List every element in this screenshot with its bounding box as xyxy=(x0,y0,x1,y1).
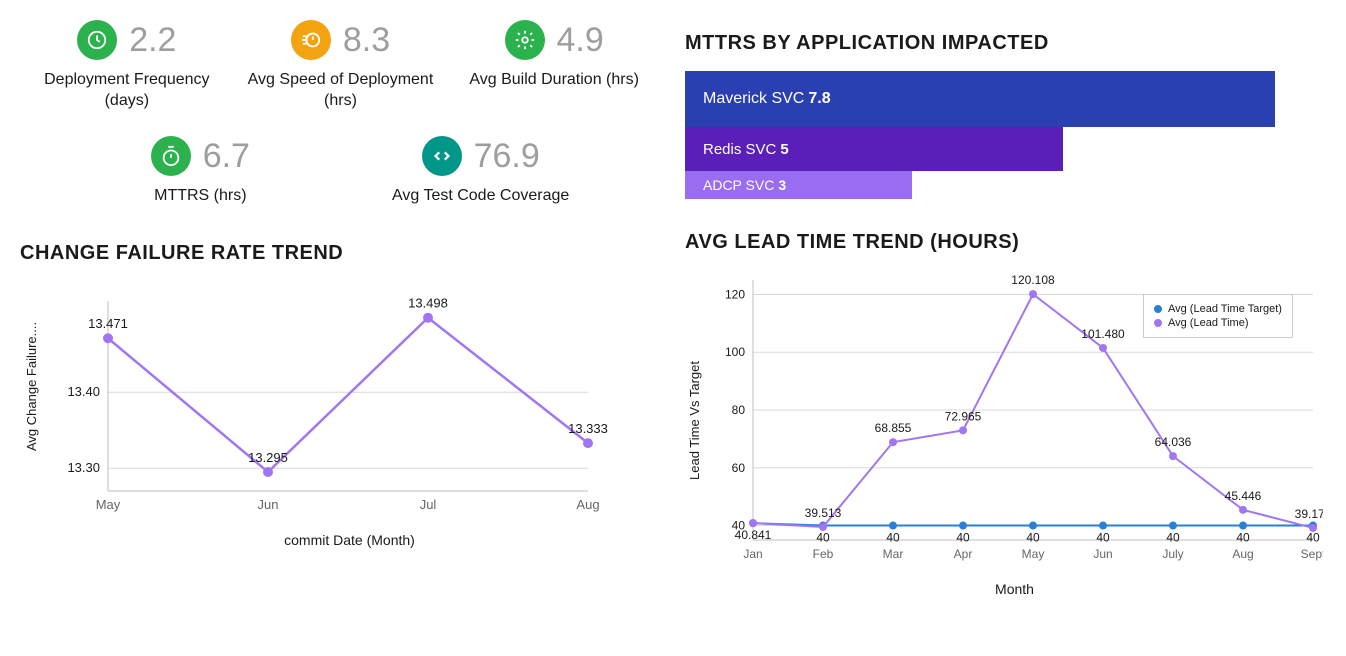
svg-text:13.333: 13.333 xyxy=(568,422,608,437)
svg-text:60: 60 xyxy=(732,461,746,475)
bar-label: Redis SVC xyxy=(703,141,776,158)
kpi-label: Avg Build Duration (hrs) xyxy=(469,70,639,91)
kpi-value: 8.3 xyxy=(343,23,390,57)
y-axis-label: Lead Time Vs Target xyxy=(687,361,702,480)
svg-text:40: 40 xyxy=(1306,531,1320,545)
svg-text:64.036: 64.036 xyxy=(1155,435,1192,449)
svg-text:40: 40 xyxy=(1236,531,1250,545)
svg-text:Sept: Sept xyxy=(1301,547,1323,561)
svg-text:100: 100 xyxy=(725,345,745,359)
svg-text:45.446: 45.446 xyxy=(1225,489,1262,503)
svg-text:72.965: 72.965 xyxy=(945,409,982,423)
mttrs-bar: Redis SVC 5 xyxy=(685,127,1063,171)
svg-text:40: 40 xyxy=(956,531,970,545)
change-failure-chart: Avg Change Failure.... 13.30 13.40 May Jun J… xyxy=(20,281,661,548)
svg-text:Aug: Aug xyxy=(576,497,599,512)
change-failure-svg: 13.30 13.40 May Jun Jul Aug 13.471 13.295 13.498… xyxy=(38,281,628,521)
legend-label: Avg (Lead Time) xyxy=(1168,317,1249,329)
legend-label: Avg (Lead Time Target) xyxy=(1168,303,1282,315)
svg-text:120: 120 xyxy=(725,287,745,301)
y-axis-label: Avg Change Failure.... xyxy=(24,322,39,451)
gear-icon xyxy=(505,20,545,60)
bar-value: 5 xyxy=(780,141,788,158)
bar-value: 7.8 xyxy=(808,90,830,108)
svg-text:Jun: Jun xyxy=(1093,547,1112,561)
legend-item: Avg (Lead Time) xyxy=(1154,317,1282,329)
mttrs-title: MTTRS BY APPLICATION IMPACTED xyxy=(685,32,1326,55)
change-failure-title: CHANGE FAILURE RATE TREND xyxy=(20,242,661,265)
kpi-deployment-frequency: 2.2 Deployment Frequency (days) xyxy=(27,20,227,112)
kpi-avg-build-duration: 4.9 Avg Build Duration (hrs) xyxy=(454,20,654,112)
lead-time-chart: Lead Time Vs Target 40 60 80 100 120 Jan Feb Ma… xyxy=(685,270,1326,597)
x-axis-label: Month xyxy=(703,581,1326,597)
svg-text:40: 40 xyxy=(1166,531,1180,545)
kpi-avg-speed-deployment: 8.3 Avg Speed of Deployment (hrs) xyxy=(240,20,440,112)
mttrs-bar: ADCP SVC 3 xyxy=(685,171,912,199)
kpi-row-1: 2.2 Deployment Frequency (days) 8.3 Avg … xyxy=(20,20,661,112)
svg-text:40: 40 xyxy=(1026,531,1040,545)
bar-value: 3 xyxy=(778,177,786,193)
svg-text:40: 40 xyxy=(886,531,900,545)
svg-text:13.471: 13.471 xyxy=(88,317,128,332)
lead-time-title: AVG LEAD TIME TREND (HOURS) xyxy=(685,231,1326,254)
svg-text:Jun: Jun xyxy=(258,497,279,512)
svg-text:101.480: 101.480 xyxy=(1081,327,1125,341)
svg-text:40: 40 xyxy=(1096,531,1110,545)
kpi-value: 76.9 xyxy=(474,139,540,173)
svg-text:40.841: 40.841 xyxy=(735,528,772,542)
kpi-test-coverage: 76.9 Avg Test Code Coverage xyxy=(381,136,581,207)
svg-text:July: July xyxy=(1162,547,1183,561)
svg-text:39.513: 39.513 xyxy=(805,506,842,520)
kpi-value: 2.2 xyxy=(129,23,176,57)
svg-text:13.40: 13.40 xyxy=(67,385,100,400)
kpi-row-2: 6.7 MTTRS (hrs) 76.9 Avg Test Code Cover… xyxy=(20,136,661,207)
kpi-label: Deployment Frequency (days) xyxy=(27,70,227,112)
dashboard: 2.2 Deployment Frequency (days) 8.3 Avg … xyxy=(20,20,1326,597)
svg-text:Mar: Mar xyxy=(883,547,904,561)
svg-text:39.171: 39.171 xyxy=(1295,507,1323,521)
svg-text:80: 80 xyxy=(732,403,746,417)
stopwatch-icon xyxy=(151,136,191,176)
legend-item: Avg (Lead Time Target) xyxy=(1154,303,1282,315)
mttrs-bars: Maverick SVC 7.8Redis SVC 5ADCP SVC 3 xyxy=(685,71,1326,199)
kpi-mttrs: 6.7 MTTRS (hrs) xyxy=(100,136,300,207)
bar-label: ADCP SVC xyxy=(703,177,774,193)
svg-text:Aug: Aug xyxy=(1232,547,1253,561)
svg-text:13.295: 13.295 xyxy=(248,450,288,465)
svg-text:120.108: 120.108 xyxy=(1011,273,1055,287)
clock-icon xyxy=(77,20,117,60)
kpi-label: MTTRS (hrs) xyxy=(154,186,246,207)
kpi-value: 4.9 xyxy=(557,23,604,57)
mttrs-bar: Maverick SVC 7.8 xyxy=(685,71,1275,127)
svg-text:Jul: Jul xyxy=(420,497,437,512)
svg-text:Jan: Jan xyxy=(743,547,762,561)
bar-label: Maverick SVC xyxy=(703,90,804,108)
svg-text:13.498: 13.498 xyxy=(408,296,448,311)
svg-text:Apr: Apr xyxy=(954,547,973,561)
svg-text:68.855: 68.855 xyxy=(875,421,912,435)
kpi-value: 6.7 xyxy=(203,139,250,173)
right-column: MTTRS BY APPLICATION IMPACTED Maverick S… xyxy=(685,20,1326,597)
svg-text:May: May xyxy=(1022,547,1045,561)
svg-text:May: May xyxy=(96,497,121,512)
x-axis-label: commit Date (Month) xyxy=(38,532,661,548)
code-icon xyxy=(422,136,462,176)
svg-text:13.30: 13.30 xyxy=(67,461,100,476)
speed-icon xyxy=(291,20,331,60)
left-column: 2.2 Deployment Frequency (days) 8.3 Avg … xyxy=(20,20,661,597)
svg-text:Feb: Feb xyxy=(813,547,834,561)
kpi-label: Avg Speed of Deployment (hrs) xyxy=(240,70,440,112)
svg-text:40: 40 xyxy=(816,531,830,545)
kpi-label: Avg Test Code Coverage xyxy=(392,186,569,207)
lead-time-legend: Avg (Lead Time Target) Avg (Lead Time) xyxy=(1143,294,1293,338)
